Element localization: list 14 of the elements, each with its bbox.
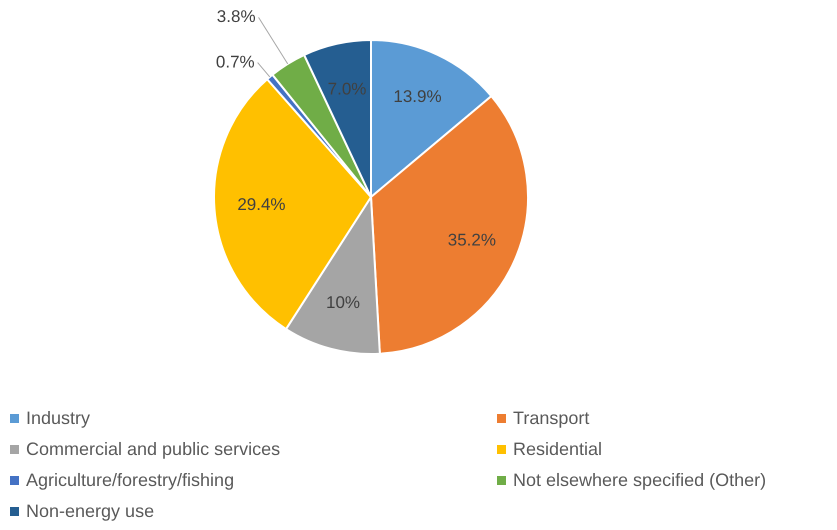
legend-label: Residential bbox=[513, 439, 602, 460]
legend-label: Commercial and public services bbox=[26, 439, 280, 460]
legend-label: Not elsewhere specified (Other) bbox=[513, 470, 766, 491]
data-label: 35.2% bbox=[448, 230, 496, 250]
legend-label: Agriculture/forestry/fishing bbox=[26, 470, 234, 491]
data-label: 29.4% bbox=[237, 194, 286, 214]
data-label: 3.8% bbox=[216, 7, 256, 26]
data-label: 13.9% bbox=[393, 87, 442, 106]
data-label: 10% bbox=[326, 292, 360, 312]
data-label: 7.0% bbox=[328, 79, 366, 98]
legend-label: Industry bbox=[26, 408, 90, 429]
data-label: 0.7% bbox=[216, 52, 255, 72]
legend-label: Transport bbox=[513, 408, 590, 429]
legend-label: Non-energy use bbox=[26, 501, 154, 522]
